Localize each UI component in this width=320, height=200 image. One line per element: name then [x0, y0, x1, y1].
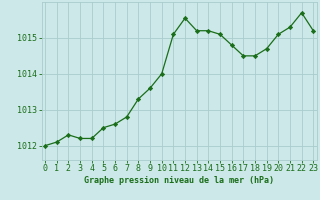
X-axis label: Graphe pression niveau de la mer (hPa): Graphe pression niveau de la mer (hPa) [84, 176, 274, 185]
